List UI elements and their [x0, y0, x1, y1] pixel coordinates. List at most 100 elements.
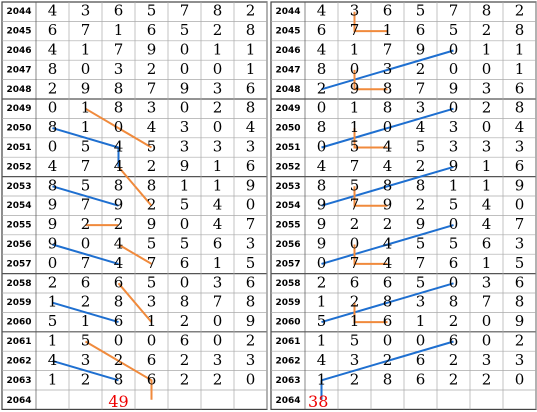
trend-line — [321, 282, 454, 324]
digit: 4 — [383, 254, 393, 272]
digit: 0 — [81, 235, 91, 253]
digit: 8 — [515, 99, 525, 117]
digit: 8 — [246, 99, 256, 117]
digit: 0 — [147, 332, 157, 350]
digit: 5 — [81, 138, 91, 156]
digit: 1 — [246, 41, 256, 59]
digit: 8 — [482, 2, 492, 20]
digit: 0 — [416, 332, 426, 350]
digit: 0 — [180, 215, 190, 233]
digit: 0 — [482, 60, 492, 78]
digit: 9 — [246, 176, 256, 194]
digit: 3 — [482, 273, 492, 291]
digit: 6 — [383, 2, 393, 20]
digit: 5 — [147, 2, 157, 20]
digit: 2 — [482, 370, 492, 388]
digit: 6 — [383, 273, 393, 291]
digit: 7 — [180, 2, 190, 20]
digit: 0 — [482, 118, 492, 136]
digit: 2 — [350, 293, 360, 311]
digit: 2 — [449, 312, 459, 330]
period: 2061 — [275, 337, 300, 347]
digit: 2 — [416, 60, 426, 78]
digit: 9 — [449, 157, 459, 175]
digit: 5 — [449, 235, 459, 253]
digit: 0 — [48, 138, 58, 156]
period: 2049 — [6, 104, 31, 114]
digit: 3 — [482, 79, 492, 97]
period: 2052 — [275, 162, 300, 172]
digit: 6 — [449, 332, 459, 350]
table-border — [270, 1, 537, 410]
digit: 4 — [317, 2, 327, 20]
period: 2056 — [275, 240, 300, 250]
digit: 5 — [350, 138, 360, 156]
digit: 2 — [246, 332, 256, 350]
period: 2063 — [275, 376, 300, 386]
digit: 0 — [213, 312, 223, 330]
digit: 5 — [246, 254, 256, 272]
digit: 0 — [114, 118, 124, 136]
digit: 0 — [180, 273, 190, 291]
digit: 3 — [246, 235, 256, 253]
digit: 3 — [213, 351, 223, 369]
digit: 9 — [317, 196, 327, 214]
trend-line — [52, 243, 119, 265]
digit: 2 — [515, 2, 525, 20]
digit: 5 — [147, 138, 157, 156]
digit: 6 — [515, 79, 525, 97]
digit: 4 — [317, 351, 327, 369]
digit: 0 — [48, 99, 58, 117]
digit: 4 — [114, 138, 124, 156]
period: 2054 — [6, 201, 31, 211]
digit: 8 — [147, 176, 157, 194]
digit: 5 — [416, 235, 426, 253]
digit: 9 — [515, 176, 525, 194]
digit: 1 — [350, 118, 360, 136]
result: 38 — [308, 392, 328, 411]
digit: 0 — [383, 118, 393, 136]
digit: 0 — [317, 254, 327, 272]
digit: 4 — [147, 118, 157, 136]
digit: 7 — [147, 254, 157, 272]
digit: 9 — [81, 79, 91, 97]
digit: 4 — [383, 138, 393, 156]
trend-line — [321, 340, 454, 382]
digit: 1 — [350, 312, 360, 330]
digit: 2 — [482, 99, 492, 117]
digit: 0 — [317, 99, 327, 117]
digit: 3 — [482, 351, 492, 369]
digit: 2 — [350, 215, 360, 233]
digit: 2 — [147, 157, 157, 175]
digit: 0 — [383, 332, 393, 350]
digit: 5 — [48, 312, 58, 330]
digit: 6 — [515, 273, 525, 291]
trend-line — [353, 69, 388, 91]
period: 2064 — [6, 396, 31, 406]
digit: 1 — [383, 21, 393, 39]
digit: 5 — [416, 273, 426, 291]
digit: 1 — [180, 176, 190, 194]
digit: 3 — [246, 351, 256, 369]
digit: 1 — [81, 99, 91, 117]
digit: 8 — [180, 293, 190, 311]
digit: 6 — [48, 21, 58, 39]
digit: 8 — [114, 370, 124, 388]
digit: 8 — [383, 99, 393, 117]
digit: 8 — [114, 176, 124, 194]
digit: 0 — [482, 312, 492, 330]
digit: 2 — [449, 370, 459, 388]
digit: 7 — [147, 79, 157, 97]
digit: 6 — [114, 312, 124, 330]
digit: 3 — [81, 351, 91, 369]
digit: 3 — [213, 138, 223, 156]
digit: 7 — [246, 215, 256, 233]
digit: 1 — [350, 99, 360, 117]
period: 2049 — [275, 104, 300, 114]
digit: 1 — [48, 293, 58, 311]
digit: 2 — [48, 273, 58, 291]
period: 2059 — [275, 298, 300, 308]
period: 2055 — [275, 221, 300, 231]
digit: 1 — [449, 176, 459, 194]
digit: 1 — [482, 176, 492, 194]
